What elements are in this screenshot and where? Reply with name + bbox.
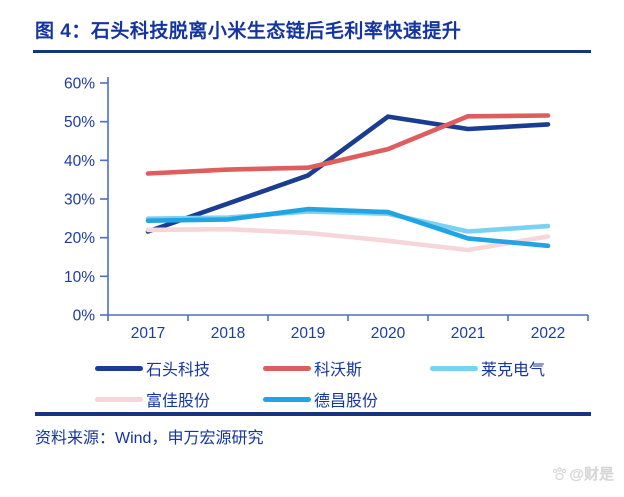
x-tick-label: 2017 bbox=[131, 325, 165, 342]
legend-item-1: 科沃斯 bbox=[263, 356, 430, 380]
legend-swatch-3 bbox=[95, 396, 143, 402]
legend-swatch-1 bbox=[263, 365, 311, 371]
line-chart: 60% 50% 40% 30% 20% 10% 0% 2017 2018 2019 2020 2021… bbox=[0, 60, 624, 352]
legend-item-3: 富佳股份 bbox=[95, 387, 263, 411]
source-note: 资料来源：Wind，申万宏源研究 bbox=[35, 430, 264, 447]
watermark-text: @财是 bbox=[569, 466, 614, 483]
y-tick-label: 10% bbox=[64, 269, 95, 286]
x-tick-label: 2020 bbox=[371, 325, 406, 342]
legend-swatch-0 bbox=[95, 365, 143, 371]
y-tick-label: 50% bbox=[64, 114, 95, 131]
legend-label-2: 莱克电气 bbox=[481, 362, 546, 379]
chart-canvas: 60% 50% 40% 30% 20% 10% 0% 2017 2018 2019 2020 2021… bbox=[64, 76, 589, 342]
legend-swatch-4 bbox=[263, 396, 311, 402]
legend-item-2: 莱克电气 bbox=[430, 356, 585, 380]
legend-swatch-2 bbox=[430, 365, 478, 371]
y-tick-label: 20% bbox=[64, 230, 95, 247]
x-tick-label: 2022 bbox=[531, 325, 565, 342]
series-line-4 bbox=[145, 206, 551, 249]
figure-title: 图 4：石头科技脱离小米生态链后毛利率快速提升 bbox=[35, 21, 462, 42]
legend-label-0: 石头科技 bbox=[146, 362, 211, 379]
footer-divider bbox=[35, 412, 591, 416]
title-underline-divider bbox=[33, 50, 591, 53]
series-line-3 bbox=[145, 226, 551, 253]
y-tick-label: 40% bbox=[64, 153, 95, 170]
paw-icon bbox=[553, 466, 567, 480]
x-tick-label: 2018 bbox=[211, 325, 245, 342]
y-tick-label: 0% bbox=[73, 308, 96, 325]
y-tick-label: 30% bbox=[64, 192, 95, 209]
x-tick-label: 2019 bbox=[291, 325, 325, 342]
series-line-1 bbox=[145, 113, 551, 176]
y-tick-label: 60% bbox=[64, 76, 95, 93]
x-tick-label: 2021 bbox=[451, 325, 485, 342]
legend-label-1: 科沃斯 bbox=[314, 362, 363, 379]
watermark: @财是 bbox=[552, 463, 614, 484]
legend-label-4: 德昌股份 bbox=[314, 393, 379, 410]
chart-legend: 石头科技 科沃斯 莱克电气富佳股份 德昌股份 bbox=[95, 356, 585, 411]
series-line-0 bbox=[145, 114, 551, 234]
legend-label-3: 富佳股份 bbox=[146, 393, 211, 410]
legend-item-4: 德昌股份 bbox=[263, 387, 430, 411]
legend-item-0: 石头科技 bbox=[95, 356, 263, 380]
